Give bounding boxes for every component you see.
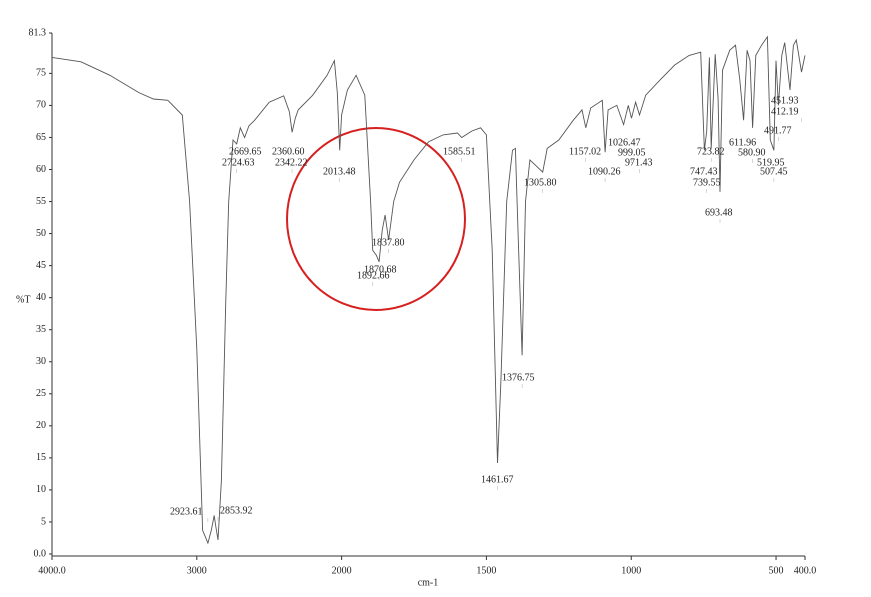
highlight-circle <box>286 127 466 311</box>
y-tick-label: 75 <box>36 68 46 79</box>
y-tick-label: 20 <box>36 420 46 431</box>
spectrum-line <box>51 35 806 545</box>
y-tick-label: 81.3 <box>29 27 47 38</box>
x-tick-label: 2000 <box>332 565 352 576</box>
peak-label: 1837.80 <box>372 237 405 248</box>
y-tick-label: 30 <box>36 356 46 367</box>
y-tick-label: 15 <box>36 452 46 463</box>
peak-label: 2923.61 <box>170 506 203 517</box>
peak-label: 2013.48 <box>323 166 356 177</box>
x-tick-label: 1000 <box>621 565 641 576</box>
peak-label: 2724.63 <box>222 157 255 168</box>
peak-label: 999.05 <box>618 147 646 158</box>
peak-label: 580.90 <box>738 147 766 158</box>
x-tick-label: 3000 <box>187 565 207 576</box>
y-tick-label: 25 <box>36 388 46 399</box>
y-tick-label: 50 <box>36 228 46 239</box>
x-tick-label: 500 <box>769 565 784 576</box>
y-tick-label: 0.0 <box>34 548 47 559</box>
x-axis-label: cm-1 <box>418 577 439 588</box>
peak-label: 519.95 <box>757 157 785 168</box>
peak-label: 2342.22 <box>275 157 308 168</box>
peak-label: 1026.47 <box>608 137 641 148</box>
peak-label: 412.19 <box>771 106 799 117</box>
peak-label: 1870.68 <box>364 264 397 275</box>
y-tick-label: 45 <box>36 260 46 271</box>
peak-label: 971.43 <box>625 157 653 168</box>
peak-label: 2669.65 <box>229 146 262 157</box>
peak-label: 2853.92 <box>220 505 253 516</box>
peak-label: 1461.67 <box>481 474 514 485</box>
peak-label: 1305.80 <box>524 177 557 188</box>
peak-label: 2360.60 <box>272 146 305 157</box>
x-tick-label: 4000.0 <box>38 565 66 576</box>
y-tick-label: 35 <box>36 324 46 335</box>
peak-label: 1157.02 <box>569 146 601 157</box>
y-tick-label: 70 <box>36 100 46 111</box>
y-tick-label: 65 <box>36 132 46 143</box>
peak-label: 1376.75 <box>502 372 535 383</box>
x-tick-label: 400.0 <box>794 565 817 576</box>
y-tick-label: 5 <box>41 516 46 527</box>
peak-label: 739.55 <box>693 177 721 188</box>
peak-label: 1585.51 <box>443 146 476 157</box>
peak-label: 1892.66 <box>357 270 390 281</box>
peak-label: 747.43 <box>690 166 718 177</box>
peak-label: 1090.26 <box>588 166 621 177</box>
peak-label: 611.96 <box>729 137 756 148</box>
peak-label: 723.82 <box>697 146 725 157</box>
peak-label: 507.45 <box>760 166 788 177</box>
peak-label: 693.48 <box>705 207 733 218</box>
y-tick-label: 55 <box>36 196 46 207</box>
y-tick-label: 10 <box>36 484 46 495</box>
y-axis-label: %T <box>16 294 30 305</box>
peak-label: 451.93 <box>771 95 799 106</box>
x-tick-label: 1500 <box>476 565 496 576</box>
peak-label: 491.77 <box>764 125 792 136</box>
y-tick-label: 60 <box>36 164 46 175</box>
y-tick-label: 40 <box>36 292 46 303</box>
